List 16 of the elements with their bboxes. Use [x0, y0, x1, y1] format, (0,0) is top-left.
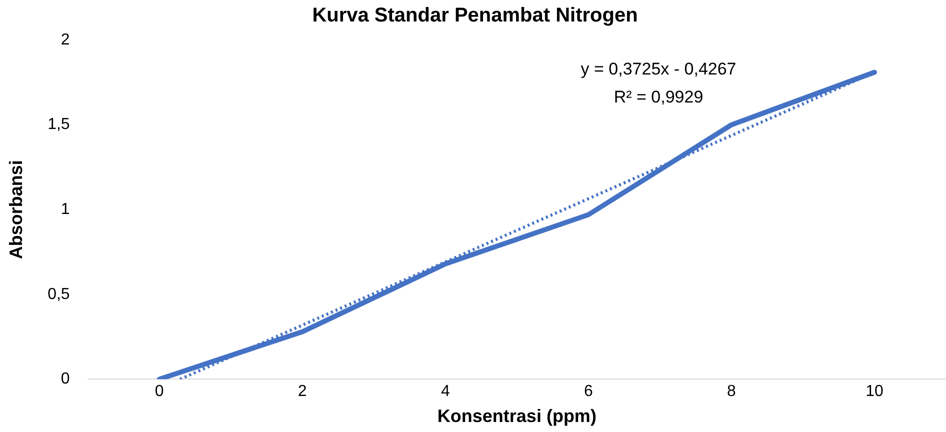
y-tick-label: 1 — [60, 201, 70, 218]
y-tick-label: 0 — [60, 370, 70, 388]
x-tick-label: 2 — [298, 383, 307, 400]
y-tick-label: 2 — [60, 31, 70, 48]
y-axis-title: Absorbansi — [6, 160, 26, 260]
y-tick-label: 1,5 — [48, 116, 70, 134]
x-tick-label: 10 — [866, 383, 884, 400]
x-tick-label: 0 — [154, 383, 164, 400]
annotation: y = 0,3725x - 0,4267 — [580, 60, 736, 79]
x-tick-label: 8 — [727, 383, 736, 400]
x-tick-label: 6 — [584, 383, 593, 400]
annotation: R² = 0,9929 — [614, 88, 704, 107]
x-tick-label: 4 — [440, 383, 450, 400]
y-tick-label: 0,5 — [48, 286, 70, 303]
x-axis-title: Konsentrasi (ppm) — [437, 406, 596, 426]
chart-title: Kurva Standar Penambat Nitrogen — [312, 4, 638, 27]
